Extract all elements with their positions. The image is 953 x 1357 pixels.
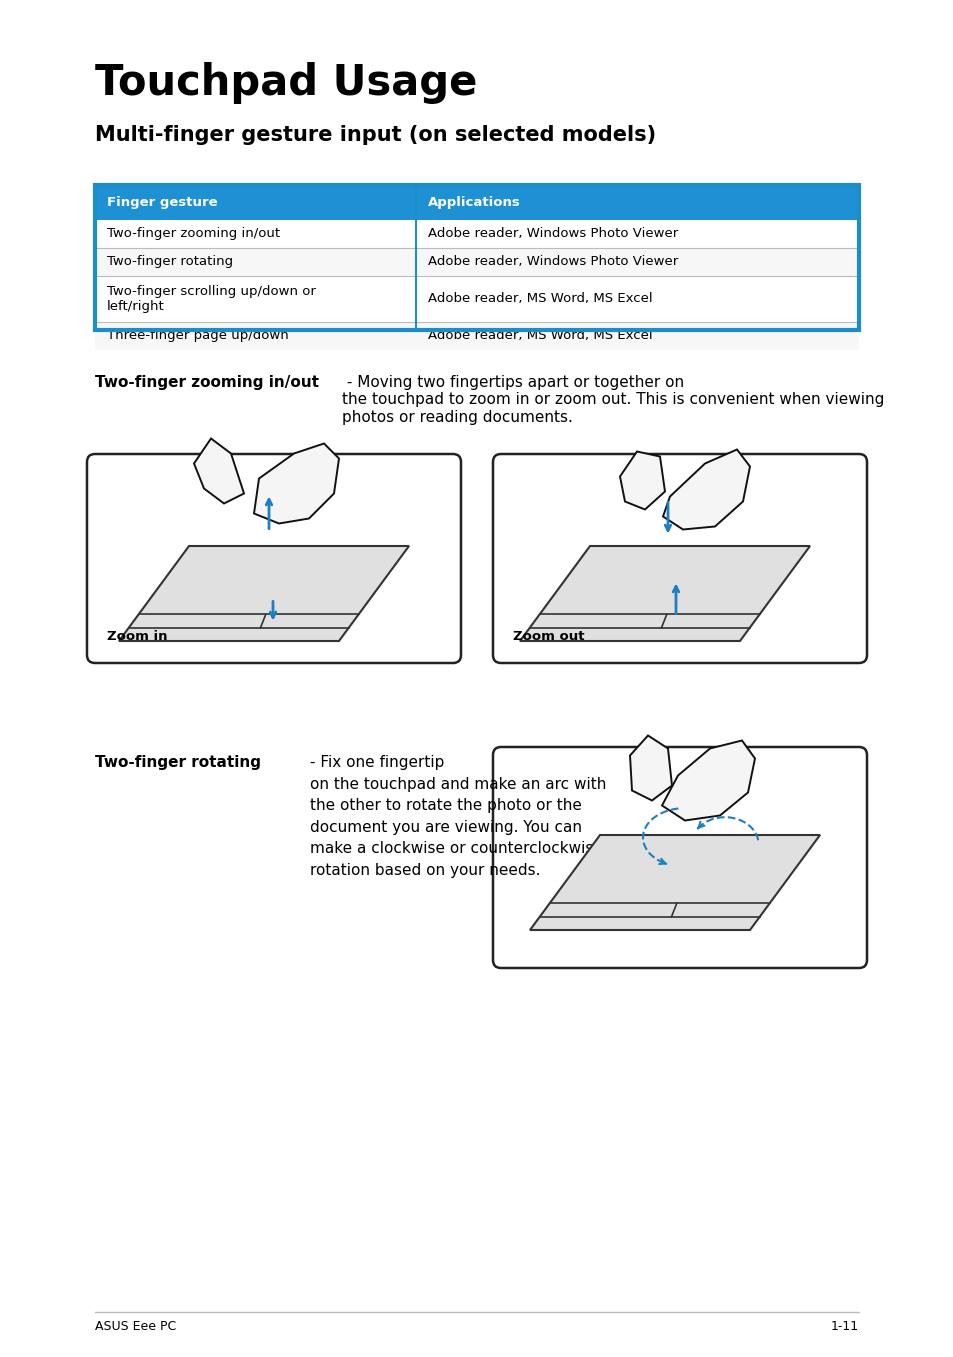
Text: Two-finger zooming in/out: Two-finger zooming in/out <box>95 375 318 389</box>
Text: Adobe reader, Windows Photo Viewer: Adobe reader, Windows Photo Viewer <box>428 228 678 240</box>
Bar <box>95 248 858 275</box>
Text: Adobe reader, Windows Photo Viewer: Adobe reader, Windows Photo Viewer <box>428 255 678 269</box>
Polygon shape <box>629 735 671 801</box>
Text: ASUS Eee PC: ASUS Eee PC <box>95 1320 176 1333</box>
Polygon shape <box>619 452 664 509</box>
Bar <box>95 185 858 220</box>
FancyBboxPatch shape <box>87 455 460 664</box>
FancyBboxPatch shape <box>493 455 866 664</box>
Polygon shape <box>193 438 244 503</box>
Text: Two-finger zooming in/out: Two-finger zooming in/out <box>107 228 280 240</box>
Polygon shape <box>119 546 409 641</box>
Text: Three-finger page up/down: Three-finger page up/down <box>107 330 289 342</box>
Text: Adobe reader, MS Word, MS Excel: Adobe reader, MS Word, MS Excel <box>428 330 652 342</box>
Bar <box>95 220 858 248</box>
FancyBboxPatch shape <box>493 746 866 968</box>
Text: Adobe reader, MS Word, MS Excel: Adobe reader, MS Word, MS Excel <box>428 293 652 305</box>
Text: Two-finger rotating: Two-finger rotating <box>95 754 261 769</box>
Text: Two-finger scrolling up/down or
left/right: Two-finger scrolling up/down or left/rig… <box>107 285 315 313</box>
Polygon shape <box>530 835 820 930</box>
Text: Multi-finger gesture input (on selected models): Multi-finger gesture input (on selected … <box>95 125 656 145</box>
Text: Touchpad Usage: Touchpad Usage <box>95 62 477 104</box>
Polygon shape <box>662 449 749 529</box>
Polygon shape <box>253 444 338 524</box>
Bar <box>95 322 858 350</box>
Text: - Moving two fingertips apart or together on
the touchpad to zoom in or zoom out: - Moving two fingertips apart or togethe… <box>341 375 883 425</box>
Text: Finger gesture: Finger gesture <box>107 195 217 209</box>
Text: Two-finger rotating: Two-finger rotating <box>107 255 233 269</box>
Bar <box>95 275 858 322</box>
Text: 1-11: 1-11 <box>830 1320 858 1333</box>
Text: Zoom out: Zoom out <box>513 630 584 643</box>
Text: Applications: Applications <box>428 195 520 209</box>
Polygon shape <box>519 546 809 641</box>
Text: - Fix one fingertip
on the touchpad and make an arc with
the other to rotate the: - Fix one fingertip on the touchpad and … <box>310 754 606 878</box>
Polygon shape <box>661 741 754 821</box>
Text: Zoom in: Zoom in <box>107 630 168 643</box>
